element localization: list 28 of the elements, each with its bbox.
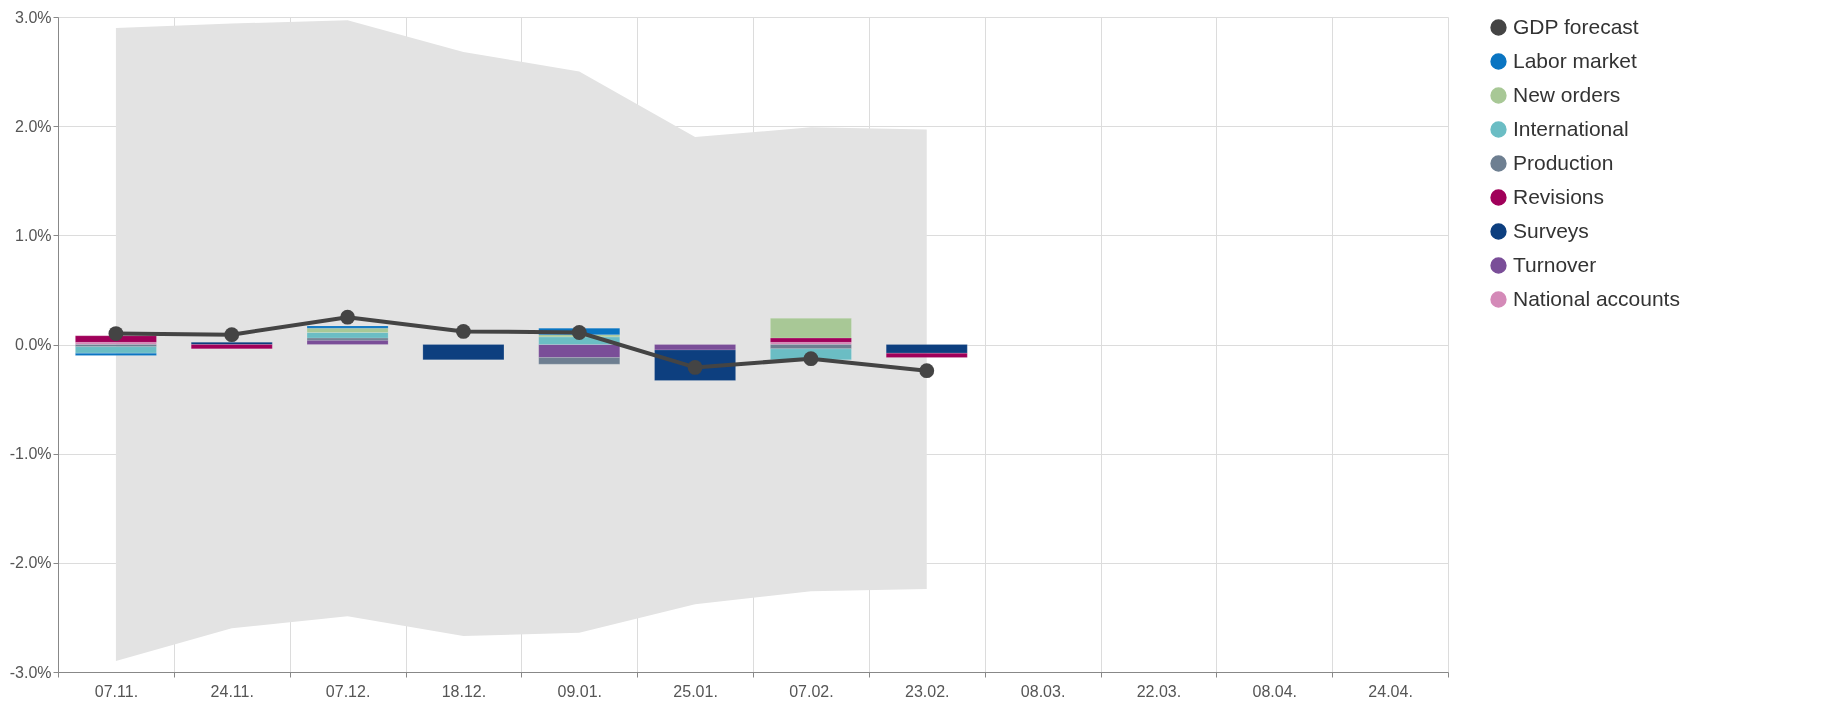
x-tick-label: 08.03. <box>1020 682 1066 700</box>
x-tick-label: 07.11. <box>94 682 139 700</box>
legend-label: National accounts <box>1513 286 1680 310</box>
x-tick-label: 08.04. <box>1252 682 1297 700</box>
x-tick-label: 22.03. <box>1136 682 1182 700</box>
x-tick-label: 18.12. <box>441 682 487 700</box>
x-tick-label: 23.02. <box>905 682 950 700</box>
legend-label: New orders <box>1513 82 1621 106</box>
y-tick-label: -3.0% <box>9 663 52 681</box>
y-tick-label: 1.0% <box>15 226 52 244</box>
legend-label: International <box>1513 116 1629 140</box>
x-tick-label: 07.12. <box>325 682 371 700</box>
y-tick-label: 2.0% <box>15 117 52 135</box>
x-tick-label: 07.02. <box>789 682 834 700</box>
x-tick-label: 24.11. <box>210 682 254 700</box>
x-tick-label: 24.04. <box>1368 682 1413 700</box>
y-tick-label: 3.0% <box>15 8 52 26</box>
x-tick-label: 25.01. <box>673 682 718 700</box>
legend-label: Labor market <box>1513 48 1637 72</box>
y-tick-label: -1.0% <box>9 445 52 463</box>
legend-label: Production <box>1513 150 1614 174</box>
y-tick-label: 0.0% <box>15 336 52 353</box>
x-tick-label: 09.01. <box>557 682 602 700</box>
legend-label: GDP forecast <box>1513 14 1639 38</box>
legend-label: Turnover <box>1513 252 1597 276</box>
legend-label: Surveys <box>1513 218 1589 242</box>
y-tick-label: -2.0% <box>9 554 52 572</box>
legend-label: Revisions <box>1513 184 1605 208</box>
